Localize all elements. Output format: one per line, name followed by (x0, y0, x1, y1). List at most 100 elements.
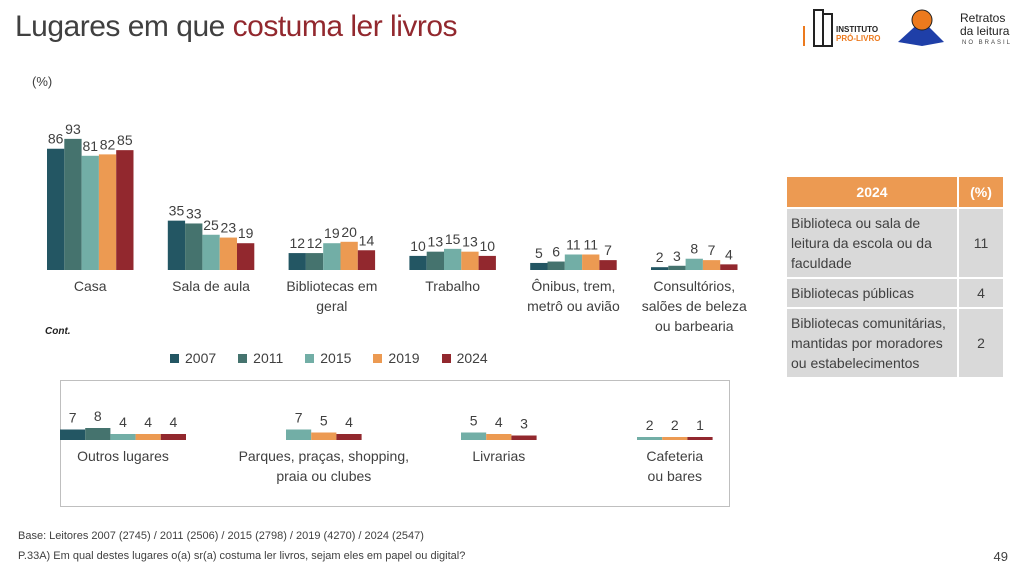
bar-2024 (357, 250, 376, 270)
bar-2011 (85, 428, 111, 440)
table-cell-value: 11 (957, 207, 1005, 279)
legend-swatch (305, 354, 315, 363)
data-label: 10 (479, 238, 495, 254)
data-label: 20 (341, 224, 357, 240)
title-highlight: costuma ler livros (232, 10, 458, 43)
data-label: 14 (359, 232, 375, 248)
table-header-unit: (%) (957, 175, 1005, 209)
instituto-pro-livro-logo: INSTITUTO PRÓ-LIVRO (803, 9, 880, 47)
category-label: Parques, praças, shopping, (239, 448, 409, 464)
unit-label: (%) (32, 74, 53, 89)
data-label: 1 (696, 417, 704, 433)
bar-2011 (547, 261, 565, 270)
table-header-year: 2024 (785, 175, 959, 209)
data-label: 3 (520, 416, 528, 432)
bar-2019 (135, 434, 161, 440)
svg-text:INSTITUTO: INSTITUTO (836, 25, 878, 34)
bar-2015 (685, 258, 703, 270)
data-label: 86 (48, 131, 64, 147)
data-label: 93 (65, 121, 81, 137)
data-label: 81 (82, 138, 98, 154)
legend-item-2024: 2024 (441, 350, 488, 366)
data-label: 4 (345, 414, 353, 430)
bar-2024 (478, 255, 496, 270)
bar-2024 (511, 435, 537, 440)
bar-2024 (116, 150, 134, 270)
data-label: 13 (462, 234, 478, 250)
table-row: Biblioteca ou sala de leitura da escola … (785, 207, 1005, 279)
category-label: salões de beleza (642, 298, 747, 314)
bar-2007 (47, 148, 65, 270)
data-label: 35 (169, 203, 185, 219)
data-label: 25 (203, 217, 219, 233)
data-label: 13 (428, 234, 444, 250)
page-title: Lugares em que costuma ler livros (15, 10, 458, 44)
bar-2007 (409, 255, 427, 270)
table-cell-label: Bibliotecas públicas (785, 277, 959, 309)
data-label: 7 (69, 410, 77, 426)
data-label: 12 (307, 235, 323, 251)
continuation-box (60, 380, 730, 507)
bar-2011 (668, 265, 686, 270)
table-cell-label: Bibliotecas comunitárias, mantidas por m… (785, 307, 959, 379)
bar-2015 (202, 234, 220, 270)
category-label: Outros lugares (77, 448, 169, 464)
bar-2015 (461, 432, 487, 440)
category-label: Livrarias (472, 448, 525, 464)
bar-2015 (81, 155, 99, 270)
table-row: Bibliotecas públicas 4 (785, 277, 1005, 309)
bar-2019 (311, 432, 337, 440)
data-label: 11 (583, 236, 598, 252)
category-label: geral (316, 298, 347, 314)
legend-label: 2024 (456, 350, 488, 366)
legend-label: 2007 (185, 350, 217, 366)
category-label: Ônibus, trem, (531, 278, 615, 294)
category-label: Sala de aula (172, 278, 250, 294)
category-label: Consultórios, (653, 278, 735, 294)
bar-2007 (167, 220, 186, 270)
legend-item-2015: 2015 (305, 350, 351, 366)
bar-2011 (305, 253, 324, 270)
bar-2015 (323, 243, 341, 270)
table-row: Bibliotecas comunitárias, mantidas por m… (785, 307, 1005, 379)
bar-2015 (637, 437, 663, 440)
legend-item-2007: 2007 (170, 350, 216, 366)
data-label: 23 (221, 220, 237, 236)
legend-swatch (441, 354, 451, 363)
data-label: 4 (725, 246, 733, 262)
base-note: Base: Leitores 2007 (2745) / 2011 (2506)… (18, 530, 424, 542)
legend-label: 2019 (388, 350, 420, 366)
table-cell-value: 2 (957, 307, 1005, 379)
data-label: 4 (495, 414, 503, 430)
data-label: 4 (144, 414, 152, 430)
legend-label: 2015 (320, 350, 352, 366)
data-label: 19 (238, 225, 254, 241)
legend-label: 2011 (253, 350, 284, 366)
data-label: 10 (410, 238, 426, 254)
data-label: 12 (289, 235, 305, 251)
data-label: 7 (708, 242, 716, 258)
legend-item-2019: 2019 (373, 350, 420, 366)
bar-2019 (662, 437, 688, 440)
bar-2024 (237, 243, 255, 270)
bar-2015 (286, 429, 312, 440)
data-label: 11 (566, 236, 581, 252)
table-cell-value: 4 (957, 277, 1005, 309)
data-label: 19 (324, 225, 340, 241)
bar-2019 (582, 254, 600, 270)
data-label: 33 (186, 205, 202, 221)
data-label: 3 (673, 248, 681, 264)
data-label: 8 (690, 241, 698, 257)
svg-text:Retratos: Retratos (960, 11, 1005, 25)
bar-2024 (720, 264, 738, 270)
category-label: praia ou clubes (276, 468, 371, 484)
retratos-da-leitura-logo: Retratos da leitura NO BRASIL (898, 9, 1010, 46)
bar-2024 (599, 260, 617, 270)
bar-2019 (98, 154, 117, 270)
bar-2015 (110, 434, 136, 440)
page-number: 49 (993, 549, 1008, 564)
bar-2019 (219, 237, 237, 270)
data-label: 4 (170, 414, 178, 430)
title-text: Lugares em que (15, 10, 233, 43)
